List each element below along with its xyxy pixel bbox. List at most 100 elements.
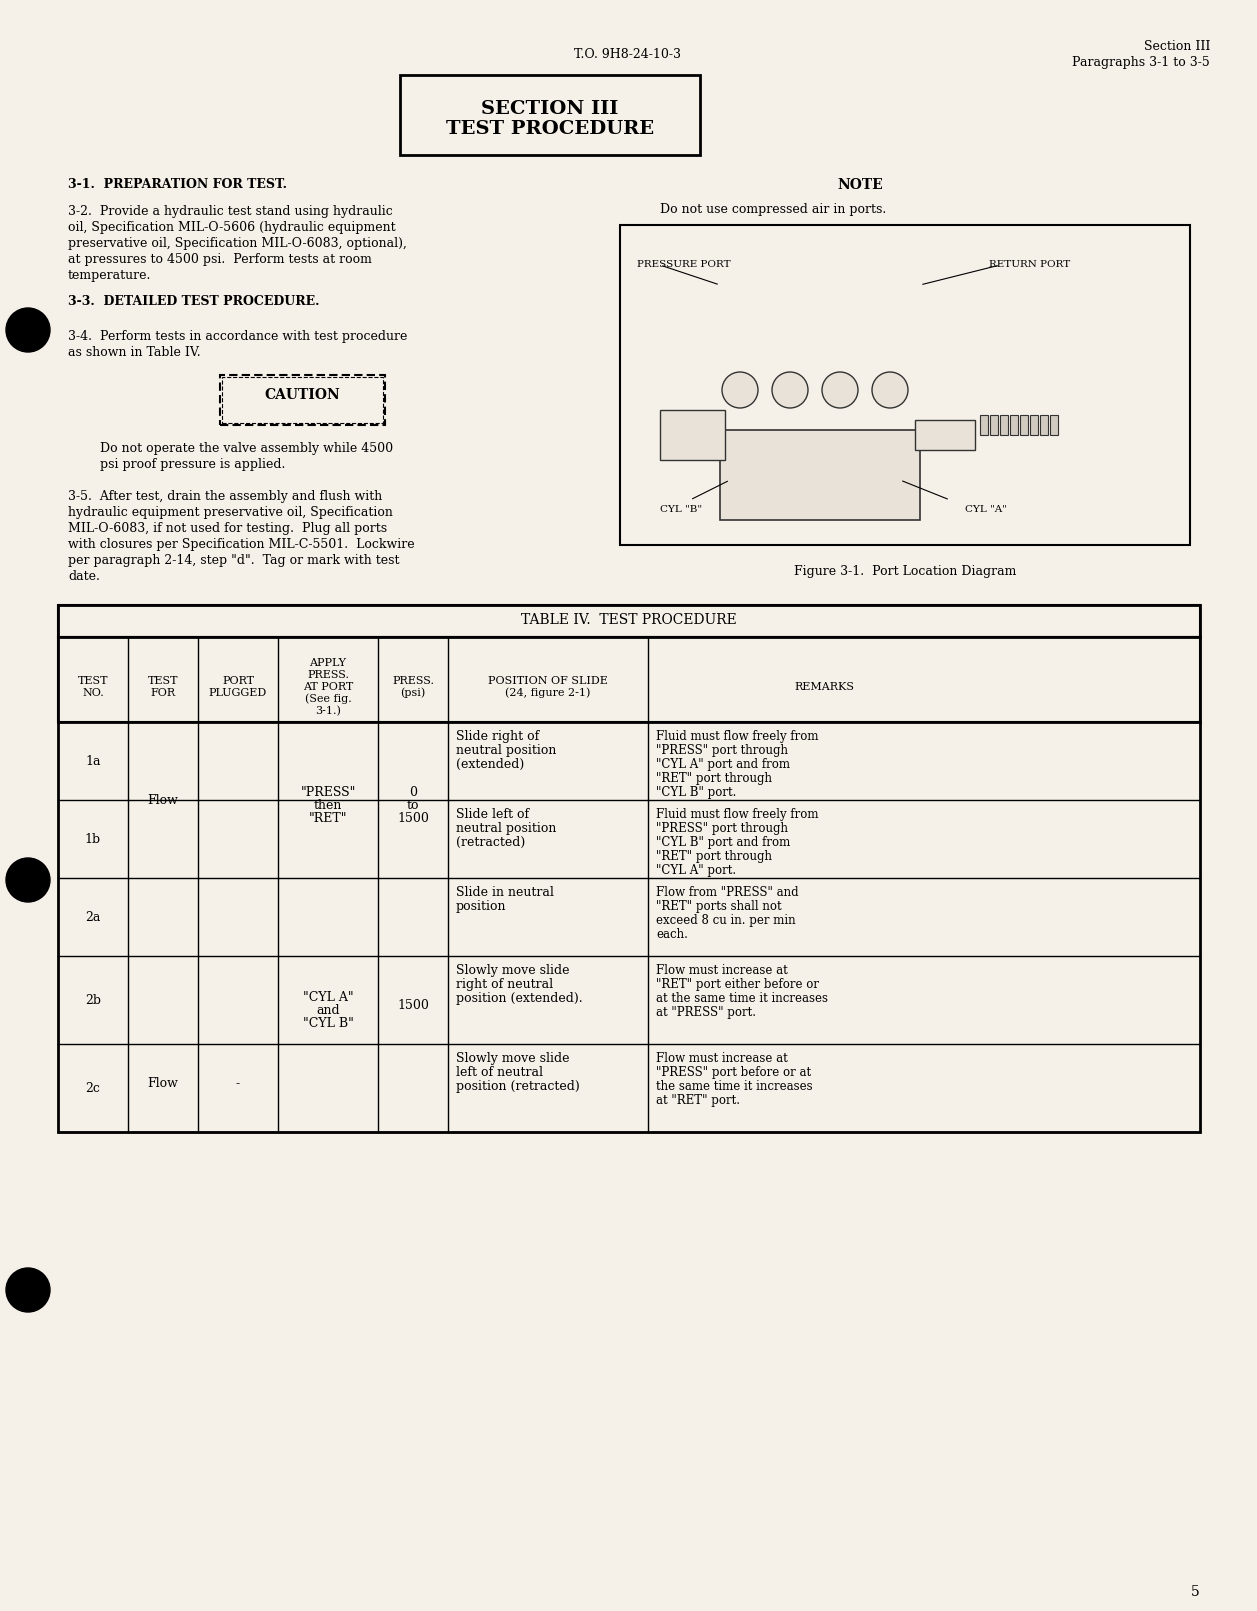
Text: with closures per Specification MIL-C-5501.  Lockwire: with closures per Specification MIL-C-55… <box>68 538 415 551</box>
Text: "PRESS" port before or at: "PRESS" port before or at <box>656 1066 811 1079</box>
Text: (See fig.: (See fig. <box>304 693 352 704</box>
Text: PORT: PORT <box>222 675 254 686</box>
Text: Fluid must flow freely from: Fluid must flow freely from <box>656 730 818 743</box>
Text: "PRESS": "PRESS" <box>300 786 356 799</box>
Text: at pressures to 4500 psi.  Perform tests at room: at pressures to 4500 psi. Perform tests … <box>68 253 372 266</box>
Text: left of neutral: left of neutral <box>456 1066 543 1079</box>
Text: neutral position: neutral position <box>456 744 557 757</box>
Text: Flow must increase at: Flow must increase at <box>656 1052 788 1065</box>
Text: 3-5.  After test, drain the assembly and flush with: 3-5. After test, drain the assembly and … <box>68 490 382 503</box>
Text: at the same time it increases: at the same time it increases <box>656 992 828 1005</box>
Text: 1500: 1500 <box>397 999 429 1012</box>
Text: Slowly move slide: Slowly move slide <box>456 963 569 976</box>
Text: 1b: 1b <box>85 833 101 846</box>
Text: NOTE: NOTE <box>837 177 882 192</box>
Text: 0: 0 <box>409 786 417 799</box>
Text: the same time it increases: the same time it increases <box>656 1079 812 1092</box>
Text: PRESS.: PRESS. <box>392 675 434 686</box>
Bar <box>58 955 1200 1044</box>
Text: "PRESS" port through: "PRESS" port through <box>656 822 788 834</box>
Text: oil, Specification MIL-O-5606 (hydraulic equipment: oil, Specification MIL-O-5606 (hydraulic… <box>68 221 396 234</box>
Text: each.: each. <box>656 928 688 941</box>
Text: Flow: Flow <box>147 794 178 807</box>
Text: Section III: Section III <box>1144 40 1210 53</box>
Text: Slide in neutral: Slide in neutral <box>456 886 554 899</box>
Bar <box>58 722 1200 801</box>
Text: Flow from "PRESS" and: Flow from "PRESS" and <box>656 886 798 899</box>
Bar <box>1040 416 1048 435</box>
Text: RETURN PORT: RETURN PORT <box>989 259 1070 269</box>
Text: -: - <box>236 794 240 807</box>
Bar <box>1019 416 1028 435</box>
Text: TEST: TEST <box>148 675 178 686</box>
Text: temperature.: temperature. <box>68 269 151 282</box>
Text: Flow: Flow <box>147 1078 178 1091</box>
Text: Do not use compressed air in ports.: Do not use compressed air in ports. <box>660 203 886 216</box>
Text: "RET" port either before or: "RET" port either before or <box>656 978 820 991</box>
Text: 1500: 1500 <box>397 812 429 825</box>
Text: then: then <box>314 799 342 812</box>
Text: Slide left of: Slide left of <box>456 809 529 822</box>
Text: Fluid must flow freely from: Fluid must flow freely from <box>656 809 818 822</box>
Text: 3-3.  DETAILED TEST PROCEDURE.: 3-3. DETAILED TEST PROCEDURE. <box>68 295 319 308</box>
Bar <box>1050 416 1058 435</box>
Text: at "PRESS" port.: at "PRESS" port. <box>656 1005 755 1020</box>
Text: PRESS.: PRESS. <box>307 670 349 680</box>
Bar <box>58 1044 1200 1133</box>
Text: TEST PROCEDURE: TEST PROCEDURE <box>446 119 654 139</box>
Text: NO.: NO. <box>82 688 104 698</box>
Text: to: to <box>407 799 420 812</box>
Text: 5: 5 <box>1192 1585 1200 1600</box>
Text: T.O. 9H8-24-10-3: T.O. 9H8-24-10-3 <box>574 48 681 61</box>
Text: Figure 3-1.  Port Location Diagram: Figure 3-1. Port Location Diagram <box>794 565 1016 578</box>
Bar <box>58 801 1200 878</box>
Text: Paragraphs 3-1 to 3-5: Paragraphs 3-1 to 3-5 <box>1072 56 1210 69</box>
Bar <box>991 416 998 435</box>
Text: "RET": "RET" <box>309 812 347 825</box>
Text: position (extended).: position (extended). <box>456 992 583 1005</box>
Bar <box>58 606 1200 636</box>
Text: as shown in Table IV.: as shown in Table IV. <box>68 346 201 359</box>
Circle shape <box>6 1268 50 1311</box>
Text: "RET" port through: "RET" port through <box>656 772 772 785</box>
Text: CYL "A": CYL "A" <box>965 504 1007 514</box>
Text: "CYL A" port and from: "CYL A" port and from <box>656 759 789 772</box>
Text: (retracted): (retracted) <box>456 836 525 849</box>
Text: "CYL A" port.: "CYL A" port. <box>656 863 737 876</box>
Text: date.: date. <box>68 570 99 583</box>
Bar <box>1011 416 1018 435</box>
Text: "PRESS" port through: "PRESS" port through <box>656 744 788 757</box>
Text: (psi): (psi) <box>401 688 426 698</box>
Text: 3-4.  Perform tests in accordance with test procedure: 3-4. Perform tests in accordance with te… <box>68 330 407 343</box>
Text: right of neutral: right of neutral <box>456 978 553 991</box>
Circle shape <box>872 372 908 408</box>
Text: APPLY: APPLY <box>309 657 347 667</box>
Text: -: - <box>236 1078 240 1091</box>
Text: per paragraph 2-14, step "d".  Tag or mark with test: per paragraph 2-14, step "d". Tag or mar… <box>68 554 400 567</box>
Bar <box>58 606 1200 1133</box>
Bar <box>58 636 1200 722</box>
Text: and: and <box>317 1004 339 1017</box>
Text: preservative oil, Specification MIL-O-6083, optional),: preservative oil, Specification MIL-O-60… <box>68 237 407 250</box>
Text: position: position <box>456 901 507 913</box>
Text: "RET" port through: "RET" port through <box>656 851 772 863</box>
Text: psi proof pressure is applied.: psi proof pressure is applied. <box>101 458 285 470</box>
Text: CYL "B": CYL "B" <box>660 504 703 514</box>
Text: "CYL B": "CYL B" <box>303 1017 353 1029</box>
Text: Slide right of: Slide right of <box>456 730 539 743</box>
Text: Slowly move slide: Slowly move slide <box>456 1052 569 1065</box>
Text: PLUGGED: PLUGGED <box>209 688 268 698</box>
Bar <box>980 416 988 435</box>
Bar <box>222 377 383 424</box>
Text: (extended): (extended) <box>456 759 524 772</box>
Circle shape <box>6 859 50 902</box>
Text: FOR: FOR <box>151 688 176 698</box>
Text: TEST: TEST <box>78 675 108 686</box>
Text: SECTION III: SECTION III <box>481 100 618 118</box>
Text: MIL-O-6083, if not used for testing.  Plug all ports: MIL-O-6083, if not used for testing. Plu… <box>68 522 387 535</box>
Bar <box>58 878 1200 955</box>
Circle shape <box>822 372 859 408</box>
Text: "CYL A": "CYL A" <box>303 991 353 1004</box>
Text: 2c: 2c <box>85 1083 101 1095</box>
Text: 2a: 2a <box>85 910 101 925</box>
